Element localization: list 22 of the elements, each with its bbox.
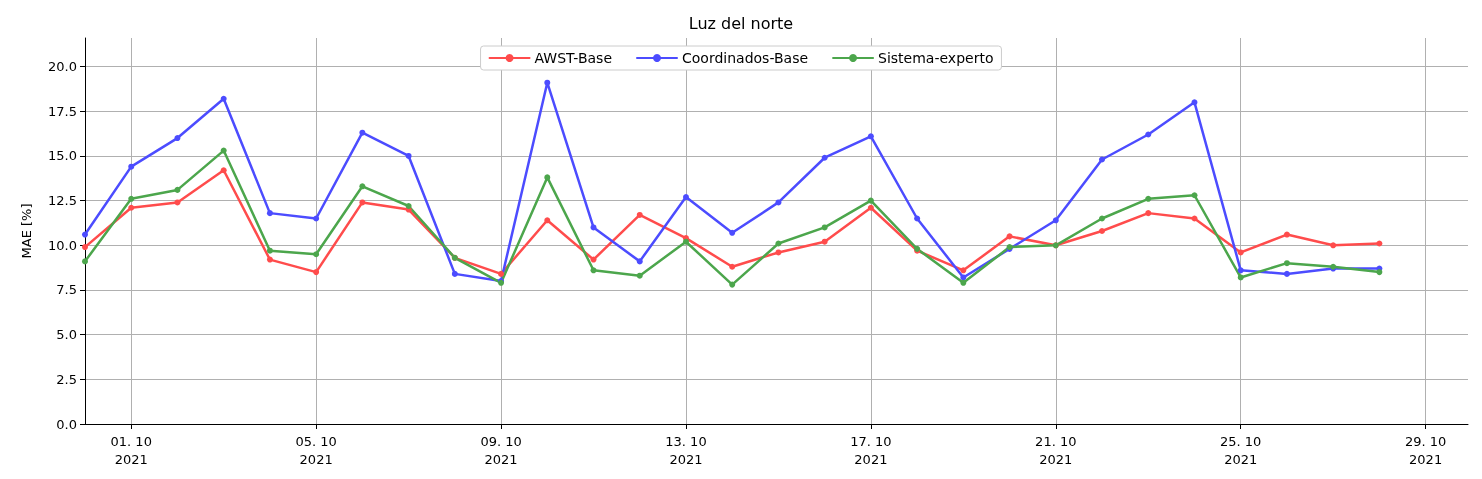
x-tick-label: 05. 10 2021 (295, 433, 337, 467)
legend-label: Coordinados-Base (682, 50, 809, 66)
x-tick-label: 17. 10 2021 (850, 433, 892, 467)
x-tick-label: 01. 10 2021 (110, 433, 152, 467)
y-tick-label: 5.0 (56, 327, 77, 343)
x-tick-label: 13. 10 2021 (665, 433, 707, 467)
y-tick-label: 15.0 (48, 148, 77, 164)
y-tick-label: 10.0 (48, 237, 77, 253)
legend-label: AWST-Base (534, 50, 613, 66)
y-tick-label: 12.5 (48, 193, 77, 209)
y-axis-title: MAE [%] (19, 203, 34, 259)
y-tick-label: 17.5 (48, 103, 77, 119)
y-tick-label: 20.0 (48, 59, 77, 75)
y-tick-label: 2.5 (56, 371, 77, 387)
x-tick-label: 21. 10 2021 (1035, 433, 1077, 467)
y-tick-label: 0.0 (56, 416, 77, 432)
legend-label: Sistema-experto (878, 50, 994, 66)
x-tick-label: 09. 10 2021 (480, 433, 522, 467)
x-tick-label: 29. 10 2021 (1404, 433, 1447, 467)
chart-title: Luz del norte (688, 13, 794, 33)
y-tick-label: 7.5 (56, 282, 77, 298)
x-tick-label: 25. 10 2021 (1220, 433, 1262, 467)
